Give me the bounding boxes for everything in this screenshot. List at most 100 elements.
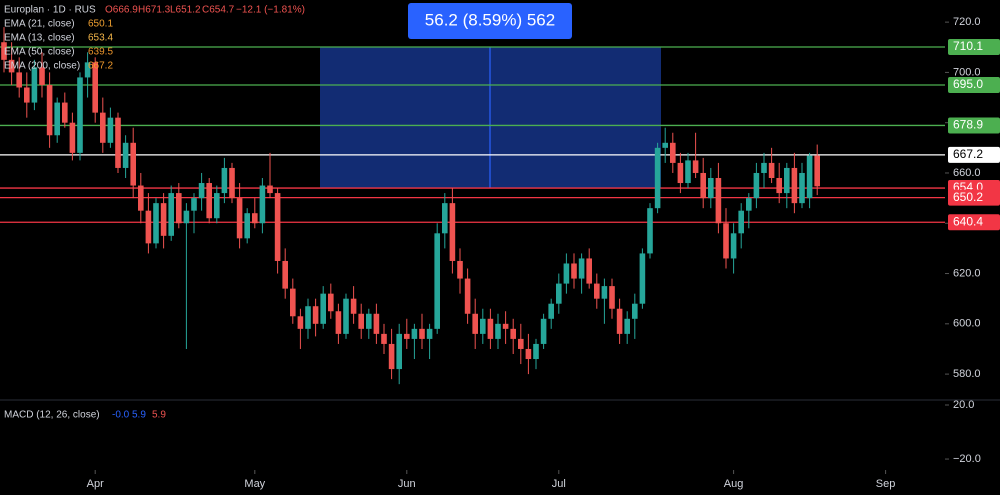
candle-body [69, 122, 76, 153]
candle-body [685, 160, 691, 184]
ohlc: L651.2 [170, 5, 201, 16]
y-tick-label: 720.0 [953, 16, 981, 28]
change: −12.1 (−1.81%) [236, 5, 305, 16]
candle-body [518, 338, 524, 349]
candle-body [677, 162, 684, 184]
candle-body [799, 172, 805, 204]
candle-body [122, 142, 129, 168]
candle-body [259, 185, 266, 224]
candle-body [449, 203, 456, 261]
candle-body [244, 213, 250, 239]
measure-label-bg [408, 3, 572, 39]
level-label: 678.9 [953, 118, 983, 132]
y-tick-label: 620.0 [953, 267, 981, 279]
candle-body [594, 283, 600, 299]
candle-body [708, 178, 714, 199]
macd-value: 5.9 [132, 410, 146, 421]
level-label: 695.0 [953, 77, 983, 91]
indicator-value: 653.4 [88, 33, 113, 44]
candle-body [791, 167, 798, 204]
level-tag [948, 214, 1000, 231]
candle-body [350, 298, 357, 314]
candle-body [487, 318, 494, 339]
candle-body [647, 208, 653, 254]
candle-body [556, 283, 562, 304]
candle-body [419, 328, 425, 339]
candle-body [784, 167, 790, 194]
x-tick-label: Aug [724, 478, 744, 490]
candle-body [62, 102, 68, 123]
candle-body [776, 178, 782, 194]
level-label: 667.2 [953, 147, 983, 161]
macd-value: -0.0 [112, 410, 130, 421]
candle-body [138, 185, 144, 211]
candle-body [632, 303, 638, 319]
candle-body [282, 260, 288, 289]
indicator-value: 639.5 [88, 47, 113, 58]
candle-body [670, 142, 676, 163]
candle-body [297, 316, 304, 329]
candle-body [145, 210, 152, 244]
indicator-name: EMA (50, close) [4, 47, 75, 58]
candle-body [24, 87, 30, 103]
candle-body [404, 333, 410, 339]
candle-body [191, 198, 197, 211]
candle-body [571, 263, 577, 279]
level-tag [948, 146, 1000, 163]
x-tick-label: Apr [87, 478, 104, 490]
candle-body [533, 343, 539, 360]
candle-body [563, 263, 570, 284]
candle-body [31, 67, 38, 103]
candle-body [115, 117, 121, 168]
candle-body [252, 213, 258, 224]
candle-body [525, 348, 532, 360]
candle-body [692, 160, 699, 173]
x-tick-label: May [244, 478, 265, 490]
level-label: 650.2 [953, 190, 983, 204]
candle-body [198, 183, 205, 199]
candle-body [183, 210, 190, 224]
macd-name: MACD (12, 26, close) [4, 410, 100, 421]
symbol: Europlan · 1D · RUS [4, 5, 96, 16]
candle-body [176, 193, 182, 224]
candle-body [730, 233, 737, 259]
y-tick-label: 580.0 [953, 368, 981, 380]
candle-body [46, 84, 53, 136]
candle-body [746, 198, 752, 211]
candle-body [290, 288, 296, 317]
candle-body [312, 306, 319, 324]
candle-body [434, 233, 440, 329]
candle-body [130, 142, 136, 186]
level-tag [948, 189, 1000, 206]
macd-tick-label: −20.0 [953, 453, 981, 465]
candle-body [540, 318, 547, 344]
candle-body [601, 286, 608, 299]
candle-body [229, 167, 235, 199]
candle-body [396, 333, 402, 370]
ohlc: C654.7 [202, 5, 235, 16]
candle-body [100, 112, 106, 143]
x-tick-label: Jul [552, 478, 566, 490]
level-label: 710.1 [953, 39, 983, 53]
candle-body [510, 328, 516, 339]
candle-body [806, 155, 813, 199]
macd-tick-label: 20.0 [953, 399, 974, 411]
candle-body [388, 343, 395, 370]
candle-body [16, 72, 22, 88]
candle-body [814, 155, 820, 187]
level-tag [948, 117, 1000, 134]
candle-body [84, 62, 91, 78]
candle-body [700, 172, 706, 199]
ohlc: H671.3 [138, 5, 171, 16]
candle-body [586, 258, 592, 284]
ohlc: O666.9 [105, 5, 138, 16]
indicator-name: EMA (200, close) [4, 61, 80, 72]
y-tick-label: 700.0 [953, 66, 981, 78]
level-tag [948, 76, 1000, 93]
indicator-value: 650.1 [88, 19, 113, 30]
candle-body [715, 178, 722, 224]
candle-body [92, 62, 98, 113]
candle-body [267, 185, 273, 194]
